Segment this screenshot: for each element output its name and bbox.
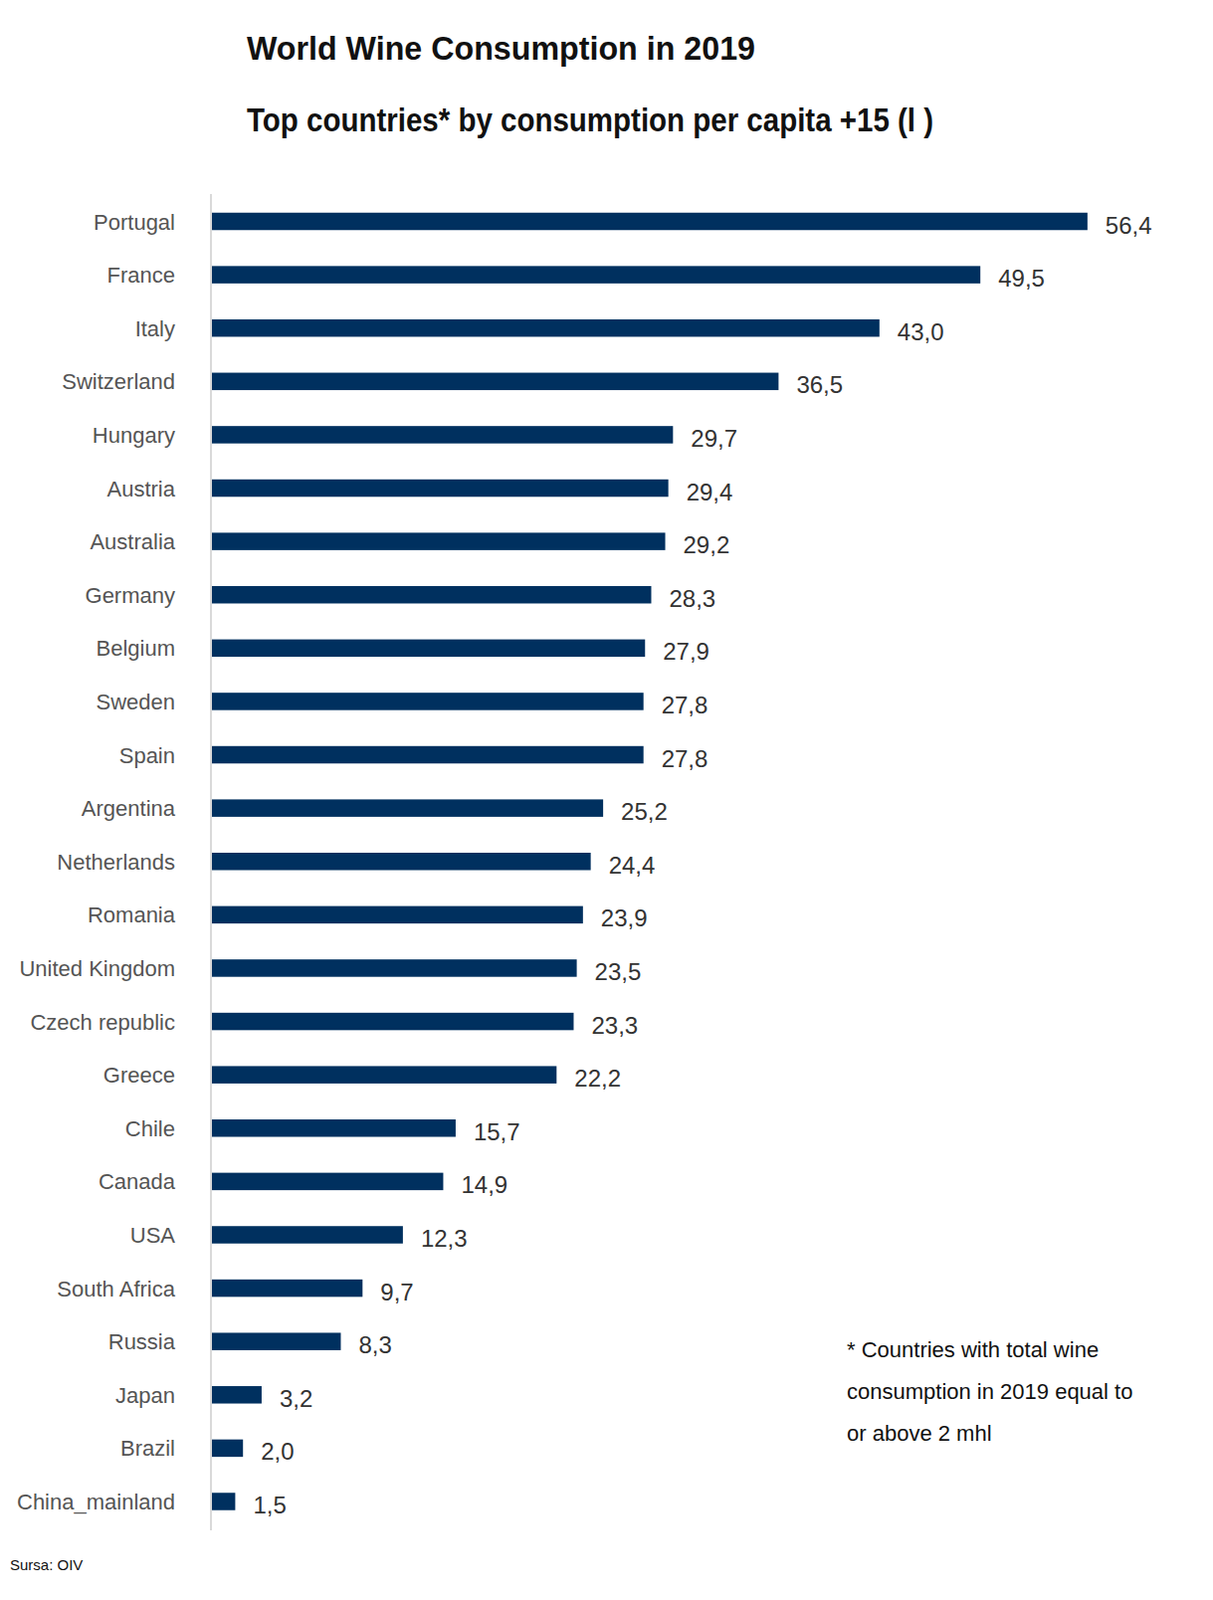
category-label: Australia <box>89 529 176 555</box>
bar <box>211 319 880 338</box>
data-label: 22,2 <box>574 1064 621 1092</box>
category-label: South Africa <box>56 1276 176 1302</box>
footnote: or above 2 mhl <box>846 1420 993 1446</box>
category-label: Sweden <box>95 689 176 715</box>
data-label: 15,7 <box>473 1118 521 1146</box>
category-label: Brazil <box>120 1435 176 1461</box>
bar <box>211 639 645 658</box>
category-label: Netherlands <box>56 849 176 875</box>
category-label: Hungary <box>92 422 176 448</box>
bar <box>211 799 604 817</box>
category-label: France <box>107 262 176 288</box>
data-label: 56,4 <box>1105 211 1153 239</box>
bar <box>211 373 779 392</box>
category-label: USA <box>130 1222 177 1248</box>
data-label: 9,7 <box>380 1278 413 1306</box>
category-label: Greece <box>103 1062 176 1088</box>
bar <box>211 532 666 551</box>
category-label: United Kingdom <box>18 956 176 982</box>
data-label: 43,0 <box>897 318 945 346</box>
bars <box>211 212 1088 1511</box>
data-label: 23,5 <box>595 958 642 986</box>
data-label: 23,3 <box>591 1011 638 1039</box>
bar <box>211 852 592 871</box>
bar <box>211 1492 235 1511</box>
bar <box>211 212 1088 231</box>
bar <box>211 1439 243 1458</box>
category-label: Chile <box>125 1116 176 1142</box>
bar <box>211 692 644 711</box>
category-label: Canada <box>98 1169 177 1195</box>
category-label: China_mainland <box>16 1489 176 1515</box>
footnote: consumption in 2019 equal to <box>846 1379 1133 1405</box>
data-label: 8,3 <box>358 1331 392 1359</box>
category-label: Germany <box>85 583 176 608</box>
data-label: 23,9 <box>601 904 648 932</box>
chart-root: World Wine Consumption in 2019 Top countr… <box>0 0 1213 1600</box>
axis-line <box>209 194 212 1531</box>
category-label: Russia <box>108 1329 177 1355</box>
data-label: 24,4 <box>608 851 656 879</box>
labels: 56,4 Portugal 49,5 France 43,0 Italy 36,5 Switz… <box>16 209 1153 1520</box>
category-label: Portugal <box>93 209 176 235</box>
subtitle: Top countries* by consumption per capita… <box>246 100 934 139</box>
data-label: 14,9 <box>460 1171 508 1199</box>
bar <box>211 746 644 765</box>
bar <box>211 479 669 498</box>
category-label: Argentina <box>81 796 177 821</box>
data-label: 49,5 <box>998 264 1045 292</box>
title: World Wine Consumption in 2019 <box>246 28 756 67</box>
data-label: 3,2 <box>279 1385 313 1413</box>
bar <box>211 906 584 925</box>
data-label: 27,9 <box>662 637 710 665</box>
category-label: Austria <box>107 476 177 502</box>
bar <box>211 586 651 605</box>
category-label: Switzerland <box>61 369 176 395</box>
data-label: 27,8 <box>661 745 709 773</box>
data-label: 12,3 <box>420 1224 468 1252</box>
bar <box>211 265 981 284</box>
source: Sursa: OIV <box>9 1556 83 1574</box>
data-label: 25,2 <box>620 798 668 825</box>
bar <box>211 1065 557 1084</box>
chart-svg: World Wine Consumption in 2019 Top countr… <box>0 0 1213 1600</box>
bar <box>211 425 673 444</box>
data-label: 36,5 <box>796 371 843 399</box>
data-label: 1,5 <box>252 1491 286 1519</box>
bar <box>211 1279 363 1298</box>
bar <box>211 1386 262 1405</box>
category-label: Japan <box>115 1383 176 1409</box>
category-label: Czech republic <box>29 1010 176 1035</box>
bar <box>211 1332 341 1351</box>
data-label: 29,4 <box>686 478 734 506</box>
data-label: 27,8 <box>661 691 709 719</box>
category-label: Italy <box>135 316 176 342</box>
category-label: Spain <box>119 743 176 769</box>
data-label: 2,0 <box>260 1437 294 1465</box>
data-label: 29,7 <box>690 424 738 452</box>
footnote: * Countries with total wine <box>846 1337 1099 1363</box>
category-label: Belgium <box>96 635 176 661</box>
bar <box>211 1173 443 1192</box>
bar <box>211 959 578 978</box>
bar <box>211 1012 574 1031</box>
data-label: 29,2 <box>683 531 731 559</box>
data-label: 28,3 <box>668 585 716 612</box>
bar <box>211 1225 404 1244</box>
category-label: Romania <box>87 902 177 928</box>
bar <box>211 1119 456 1138</box>
